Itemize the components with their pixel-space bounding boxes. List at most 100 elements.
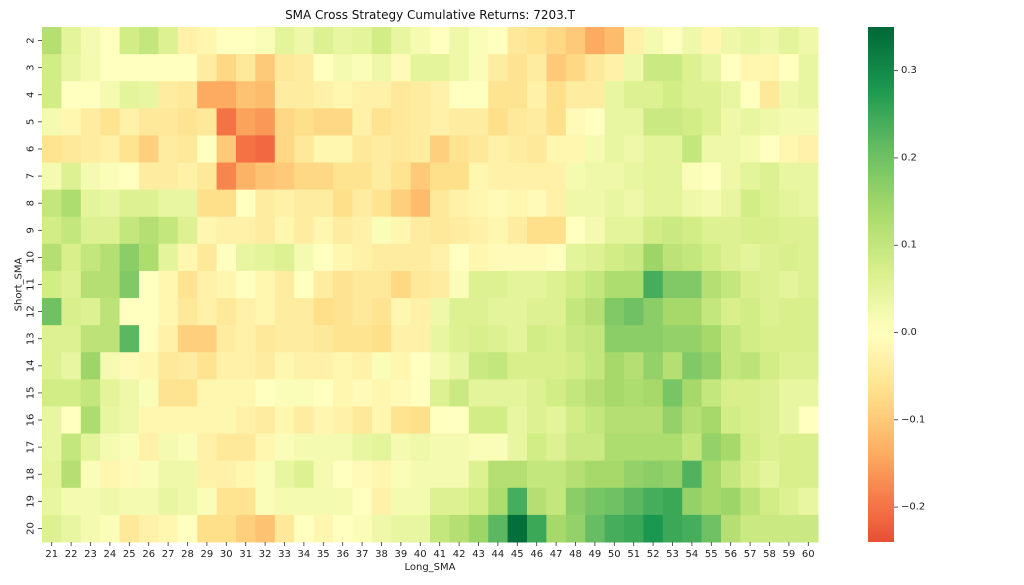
heatmap-cell [139, 216, 159, 245]
x-tick-label: 36 [336, 549, 349, 560]
heatmap-cell [255, 81, 276, 109]
heatmap-cell [721, 189, 741, 218]
heatmap-cell [274, 514, 295, 543]
heatmap-cell [42, 433, 62, 462]
heatmap-cell [507, 162, 528, 191]
heatmap-cell [798, 135, 819, 164]
heatmap-cell [197, 162, 218, 191]
heatmap-cell [216, 270, 237, 299]
heatmap-cell [255, 298, 276, 326]
heatmap-cell [119, 270, 140, 299]
heatmap-cell [42, 54, 62, 82]
heatmap-cell [42, 81, 62, 109]
heatmap-cell [740, 460, 761, 489]
heatmap-cell [371, 433, 392, 462]
heatmap-cell [61, 243, 82, 272]
heatmap-cell [333, 270, 353, 299]
heatmap-cell [740, 135, 761, 164]
heatmap-cell [682, 379, 703, 407]
heatmap-cell [294, 298, 315, 326]
heatmap-cell [604, 325, 625, 353]
heatmap-cell [430, 460, 450, 489]
heatmap-cell [139, 243, 159, 272]
heatmap-cell [100, 108, 121, 136]
heatmap-cell [80, 162, 101, 191]
heatmap-cell [410, 379, 431, 407]
heatmap-cell [352, 406, 373, 435]
heatmap-cell [391, 487, 412, 516]
heatmap-cell [371, 514, 392, 543]
heatmap-cell [430, 27, 450, 55]
heatmap-cell [61, 406, 82, 435]
heatmap-cell [507, 135, 528, 164]
heatmap-cell [604, 81, 625, 109]
heatmap-cell [371, 243, 392, 272]
heatmap-cell [61, 460, 82, 489]
heatmap-cell [100, 487, 121, 516]
heatmap-cell [236, 325, 256, 353]
heatmap-cell [798, 379, 819, 407]
heatmap-cell [488, 487, 509, 516]
heatmap-cell [333, 379, 353, 407]
heatmap-cell [42, 243, 62, 272]
heatmap-cell [313, 460, 334, 489]
heatmap-cell [391, 433, 412, 462]
heatmap-cell [740, 189, 761, 218]
heatmap-cell [294, 189, 315, 218]
heatmap-cell [177, 406, 198, 435]
heatmap-cell [216, 325, 237, 353]
heatmap-cell [333, 460, 353, 489]
heatmap-cell [410, 162, 431, 191]
heatmap-cell [488, 379, 509, 407]
heatmap-cell [352, 325, 373, 353]
heatmap-cell [779, 379, 800, 407]
heatmap-cell [565, 81, 586, 109]
heatmap-cell [294, 514, 315, 543]
heatmap-cell [352, 270, 373, 299]
heatmap-cell [139, 189, 159, 218]
heatmap-cell [352, 135, 373, 164]
heatmap-cell [585, 189, 606, 218]
heatmap-cell [430, 514, 450, 543]
heatmap-cell [352, 189, 373, 218]
heatmap-cell [313, 270, 334, 299]
heatmap-cell [779, 108, 800, 136]
heatmap-cell [371, 189, 392, 218]
heatmap-cell [546, 54, 567, 82]
heatmap-cell [371, 216, 392, 245]
heatmap-cell [371, 81, 392, 109]
heatmap-cell [216, 379, 237, 407]
heatmap-cell [565, 325, 586, 353]
heatmap-cell [333, 27, 353, 55]
heatmap-cell [759, 243, 780, 272]
colorbar-ticks: −0.2 −0.1 0.0 0.1 0.2 0.3 [894, 65, 925, 513]
x-tick-label: 60 [802, 549, 815, 560]
heatmap-cell [139, 54, 159, 82]
heatmap-cell [139, 406, 159, 435]
heatmap-cell [333, 135, 353, 164]
heatmap-cell [565, 298, 586, 326]
heatmap-cell [294, 352, 315, 380]
heatmap-cell [527, 352, 547, 380]
heatmap-cell [100, 433, 121, 462]
heatmap-cell [158, 54, 179, 82]
heatmap-cell [139, 270, 159, 299]
heatmap-cell [274, 433, 295, 462]
x-axis-ticks: 21 22 23 24 25 26 27 28 29 30 31 32 33 34 35 36 37 38 39 40… [45, 542, 815, 560]
heatmap-cell [158, 379, 179, 407]
heatmap-cell [507, 27, 528, 55]
heatmap-cell [61, 298, 82, 326]
heatmap-cell [701, 298, 722, 326]
heatmap-cell [119, 54, 140, 82]
heatmap-cell [313, 216, 334, 245]
heatmap-cell [42, 460, 62, 489]
heatmap-cell [779, 270, 800, 299]
heatmap-cell [701, 54, 722, 82]
heatmap-cell [119, 352, 140, 380]
heatmap-cell [740, 27, 761, 55]
heatmap-cell [313, 81, 334, 109]
heatmap-cell [80, 243, 101, 272]
heatmap-cell [197, 216, 218, 245]
heatmap-cell [410, 406, 431, 435]
heatmap-cell [216, 162, 237, 191]
